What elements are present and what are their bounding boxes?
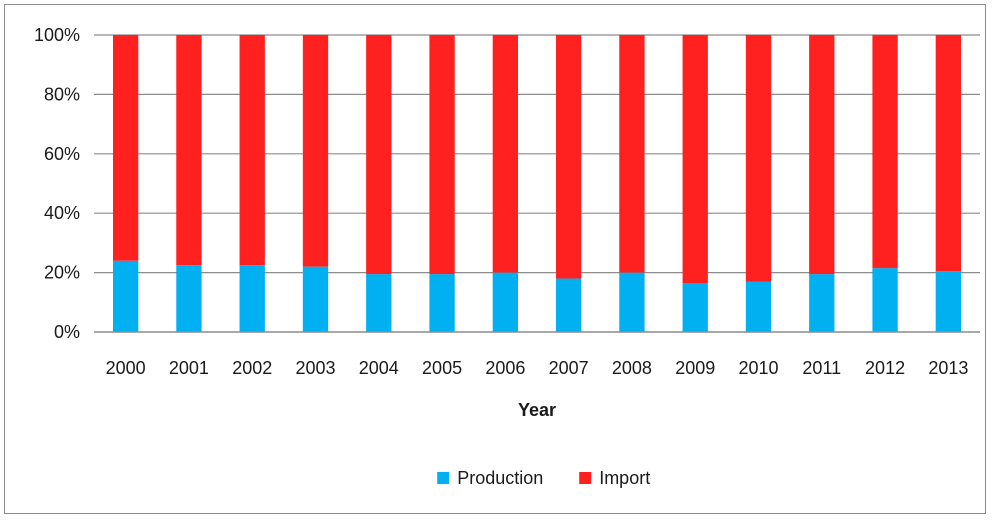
x-tick-label: 2007 [549,358,589,378]
bar-import-2009 [682,35,708,283]
x-axis-tick-labels: 2000 2001 2002 2003 2004 2005 2006 2007 2008 2009… [106,358,969,378]
bar-import-2008 [619,35,645,273]
bar-production-2004 [366,274,392,332]
bar-import-2012 [872,35,898,269]
bar-import-2002 [239,35,265,266]
x-tick-label: 2010 [738,358,778,378]
y-tick-label: 60% [44,144,80,164]
y-tick-label: 0% [54,322,80,342]
bar-production-2007 [555,278,582,332]
x-tick-label: 2008 [612,358,652,378]
legend: Production Import [437,468,650,488]
bar-import-2001 [176,35,202,266]
bar-import-2000 [112,35,139,261]
bar-import-2011 [809,35,835,275]
y-tick-label: 40% [44,203,80,223]
x-tick-label: 2006 [485,358,525,378]
bars [112,35,962,332]
bar-production-2006 [492,272,519,332]
x-tick-label: 2001 [169,358,209,378]
bar-production-2012 [872,268,898,332]
bar-import-2004 [366,35,392,275]
legend-swatch-production [437,472,450,484]
bar-production-2009 [682,282,708,332]
bar-production-2010 [745,281,772,332]
bar-import-2006 [492,35,519,273]
bar-production-2011 [809,274,835,332]
x-tick-label: 2000 [106,358,146,378]
y-tick-label: 100% [34,25,80,45]
x-tick-label: 2002 [232,358,272,378]
bar-import-2007 [555,35,582,279]
bar-production-2002 [239,265,265,332]
bar-production-2005 [429,274,455,332]
x-tick-label: 2009 [675,358,715,378]
x-tick-label: 2013 [928,358,968,378]
legend-swatch-import [579,472,592,484]
bar-production-2003 [302,266,329,332]
x-tick-label: 2004 [359,358,399,378]
legend-label-import: Import [599,468,650,488]
bar-import-2005 [429,35,455,275]
bar-import-2003 [302,35,329,267]
y-tick-label: 20% [44,263,80,283]
x-tick-label: 2005 [422,358,462,378]
x-tick-label: 2011 [802,358,841,378]
bar-production-2000 [112,260,139,332]
bar-import-2013 [935,35,962,272]
x-axis-title: Year [518,400,556,420]
x-tick-label: 2003 [295,358,335,378]
x-tick-label: 2012 [865,358,905,378]
bar-production-2008 [619,272,645,332]
bar-import-2010 [745,35,772,282]
y-tick-label: 80% [44,84,80,104]
gridlines [94,34,980,274]
bar-production-2013 [935,271,962,332]
legend-label-production: Production [457,468,543,488]
bar-production-2001 [176,265,202,332]
y-axis-tick-labels: 0% 20% 40% 60% 80% 100% [34,25,80,342]
